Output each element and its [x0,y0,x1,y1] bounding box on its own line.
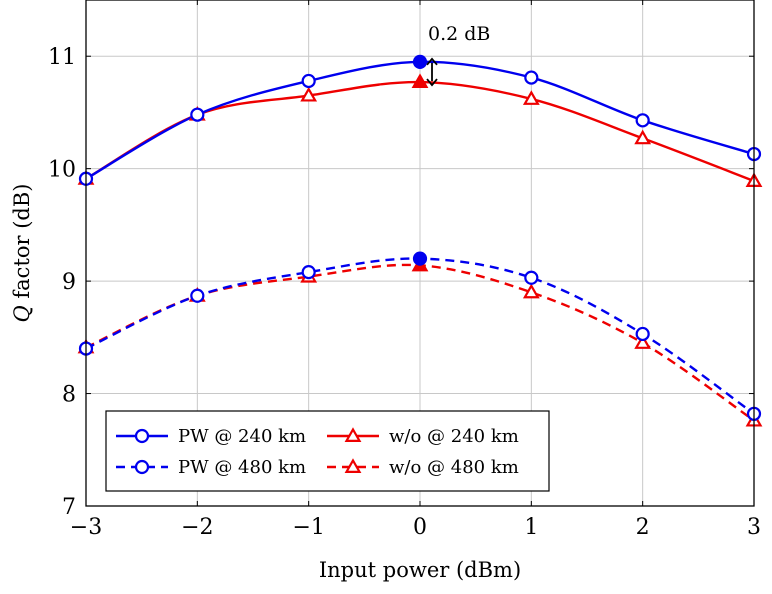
legend-swatch-marker [344,458,362,473]
data-point [411,73,429,89]
x-tick-label: −3 [70,515,102,540]
y-tick-label: 7 [62,495,76,520]
legend-item: PW @ 480 km [116,457,306,478]
legend: PW @ 240 km w/o @ 240 km PW @ 480 km w/o @ … [105,410,550,492]
x-tick-label: −2 [181,515,213,540]
y-axis-label: Q factor (dB) [10,183,34,322]
legend-item: PW @ 240 km [116,426,306,447]
legend-item: w/o @ 480 km [327,457,519,478]
data-point [301,265,316,280]
data-point [412,54,428,69]
series-layer [77,54,763,427]
annotation-label: 0.2 dB [428,23,490,45]
y-tick-label: 9 [62,270,76,295]
data-point [524,270,539,285]
x-tick-label: 3 [747,515,761,540]
x-tick-label: 0 [413,515,427,540]
legend-box [105,410,550,492]
data-point [634,129,652,145]
y-axis-label-symbol: Q [10,305,34,322]
x-tick-label: −1 [292,515,324,540]
data-point [190,107,205,122]
legend-swatch-marker [344,427,362,442]
data-point [524,70,539,85]
x-tick-label: 1 [524,515,538,540]
series-2-markers [78,251,762,421]
legend-label: w/o @ 480 km [389,457,519,478]
legend-label: PW @ 480 km [178,457,306,478]
y-tick-label: 10 [48,158,76,183]
y-tick-label: 11 [48,45,76,70]
data-point [300,86,318,102]
annotation-arrowhead-down [426,78,438,87]
data-point [522,283,540,299]
data-point [634,334,652,349]
annotation-arrowhead-up [426,57,438,66]
data-point [522,90,540,105]
data-point [635,113,650,128]
legend-label: w/o @ 240 km [389,426,519,447]
legend-item: w/o @ 240 km [327,426,519,447]
data-point [301,73,316,89]
y-tick-label: 8 [62,383,76,408]
data-point [190,288,205,303]
data-point [635,326,650,342]
y-axis-label-rest: factor (dB) [10,183,34,305]
x-tick-label: 2 [636,515,650,540]
annotation-layer: 0.2 dB [426,23,490,87]
legend-swatch-marker [134,459,150,475]
legend-label: PW @ 240 km [178,426,306,447]
tick-labels: −3 −2 −1 0 1 2 3 7 8 9 10 11 [48,0,761,540]
data-point [412,251,428,266]
x-axis-label: Input power (dBm) [319,558,521,582]
legend-swatch-marker [134,428,150,444]
